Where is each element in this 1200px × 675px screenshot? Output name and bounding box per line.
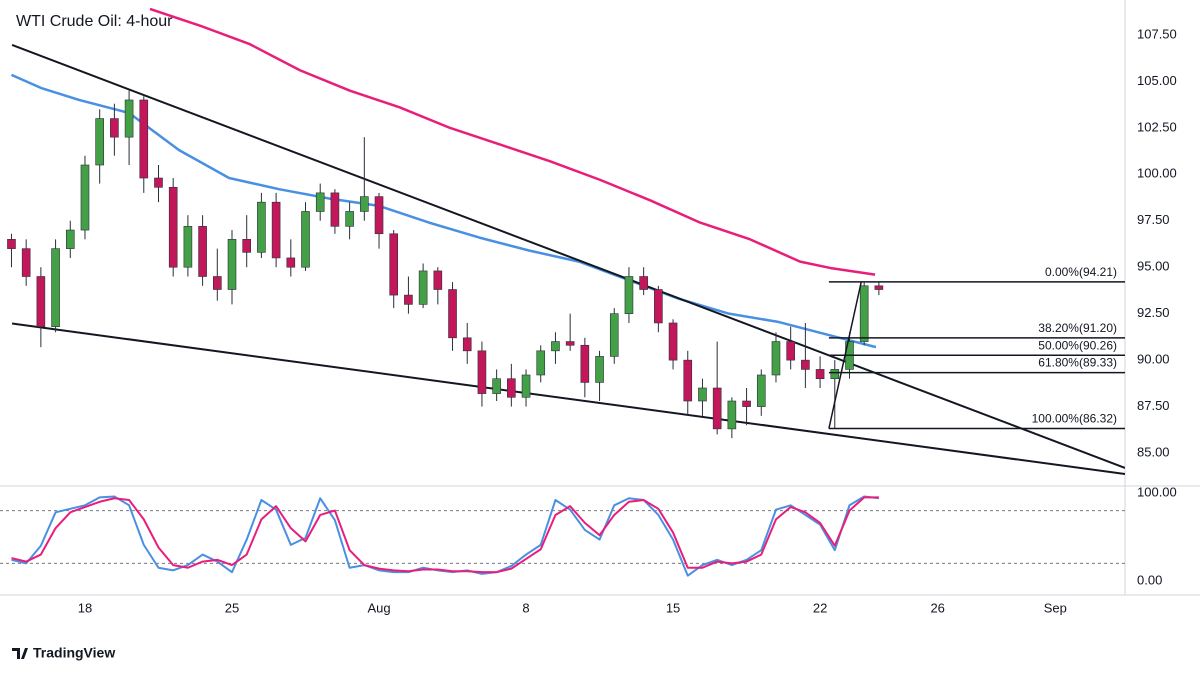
- candle-body: [330, 192, 340, 227]
- candle-body: [830, 369, 840, 380]
- y-tick-label: 97.50: [1137, 212, 1170, 227]
- fib-label: 0.00%(94.21): [1045, 265, 1117, 279]
- candle-body: [271, 201, 281, 259]
- candle-body: [418, 270, 428, 305]
- candle-body: [183, 226, 193, 268]
- fib-swing: [828, 281, 862, 429]
- candle-body: [756, 374, 766, 407]
- y-tick-label: 95.00: [1137, 259, 1170, 274]
- candle-body: [624, 276, 634, 314]
- candle-body: [742, 400, 751, 407]
- candle-body: [36, 276, 46, 327]
- candle-body: [815, 369, 825, 380]
- candle-body: [21, 248, 31, 277]
- candle-body: [168, 187, 178, 268]
- stochastic-line: [11, 496, 879, 574]
- x-tick-label: 18: [78, 600, 92, 615]
- logo-icon: [12, 648, 28, 659]
- candle-body: [462, 337, 472, 352]
- candle-body: [65, 229, 75, 249]
- y-tick-label: 85.00: [1137, 444, 1170, 459]
- candle-body: [536, 350, 546, 376]
- candle-body: [227, 239, 237, 290]
- fib-label: 100.00%(86.32): [1032, 412, 1117, 426]
- candle-body: [124, 99, 134, 138]
- x-tick-label: 22: [813, 600, 827, 615]
- candle-body: [507, 378, 516, 398]
- x-tick-label: 8: [522, 600, 529, 615]
- fib-label: 38.20%(91.20): [1038, 321, 1117, 335]
- candle-body: [80, 164, 90, 231]
- y-tick-label: 107.50: [1137, 26, 1177, 41]
- y-tick-label: 90.00: [1137, 352, 1170, 367]
- trendline: [11, 322, 1125, 476]
- candle-body: [580, 344, 590, 383]
- candle-body: [242, 239, 252, 253]
- candle-body: [286, 257, 296, 268]
- axes: 85.00 87.50 90.00 92.50 95.00 97.50 100.00 102.…: [78, 26, 1177, 615]
- brand: TradingView: [33, 645, 115, 661]
- candle-body: [404, 294, 413, 305]
- candle-body: [786, 341, 795, 361]
- candle-body: [727, 400, 737, 430]
- candle-body: [198, 226, 207, 277]
- candle-body: [668, 322, 678, 361]
- stoch-tick-label: 0.00: [1137, 572, 1162, 587]
- candle-body: [609, 313, 619, 357]
- x-tick-label: Aug: [367, 600, 390, 615]
- candle-body: [139, 99, 149, 179]
- x-tick-label: 15: [666, 600, 680, 615]
- candle-body: [654, 289, 663, 324]
- candle-body: [212, 276, 222, 290]
- candle-body: [7, 239, 16, 249]
- candle-body: [433, 270, 443, 290]
- candle-body: [859, 285, 869, 342]
- candle-body: [374, 196, 384, 235]
- y-tick-label: 105.00: [1137, 73, 1177, 88]
- logo: TradingView: [12, 645, 115, 661]
- candle-body: [301, 211, 310, 268]
- candle-body: [389, 233, 399, 296]
- candle-body: [521, 374, 531, 398]
- stochastic-pane: [0, 495, 1125, 577]
- candle-body: [345, 211, 354, 227]
- chart-title: WTI Crude Oil: 4-hour: [16, 13, 173, 30]
- candle-body: [683, 359, 693, 402]
- candle-body: [801, 359, 810, 370]
- stoch-tick-label: 100.00: [1137, 484, 1177, 499]
- y-tick-label: 92.50: [1137, 305, 1170, 320]
- fib-label: 50.00%(90.26): [1038, 338, 1117, 352]
- moving-average: [149, 7, 876, 276]
- candle-body: [477, 350, 487, 394]
- candle-body: [95, 118, 104, 166]
- candle-body: [110, 118, 119, 138]
- candle-body: [874, 285, 884, 290]
- candle-body: [698, 387, 707, 402]
- x-tick-label: 26: [930, 600, 944, 615]
- candle-body: [492, 378, 501, 394]
- candle-body: [154, 177, 163, 188]
- candle-body: [257, 201, 266, 253]
- candle-body: [771, 341, 781, 376]
- candle-body: [565, 341, 575, 346]
- candle-body: [360, 196, 369, 212]
- y-tick-label: 102.50: [1137, 119, 1177, 134]
- x-tick-label: Sep: [1044, 600, 1067, 615]
- fib-label: 61.80%(89.33): [1038, 356, 1117, 370]
- y-tick-label: 100.00: [1137, 166, 1177, 181]
- x-tick-label: 25: [225, 600, 239, 615]
- candle-body: [51, 248, 60, 327]
- candle-body: [315, 192, 325, 212]
- candle-body: [595, 356, 604, 383]
- y-tick-label: 87.50: [1137, 398, 1170, 413]
- candle-body: [639, 276, 648, 290]
- price-pane: [7, 7, 1125, 476]
- candle-body: [551, 341, 560, 352]
- candle-body: [712, 387, 722, 430]
- trendline: [11, 44, 1125, 469]
- candle-body: [448, 289, 457, 339]
